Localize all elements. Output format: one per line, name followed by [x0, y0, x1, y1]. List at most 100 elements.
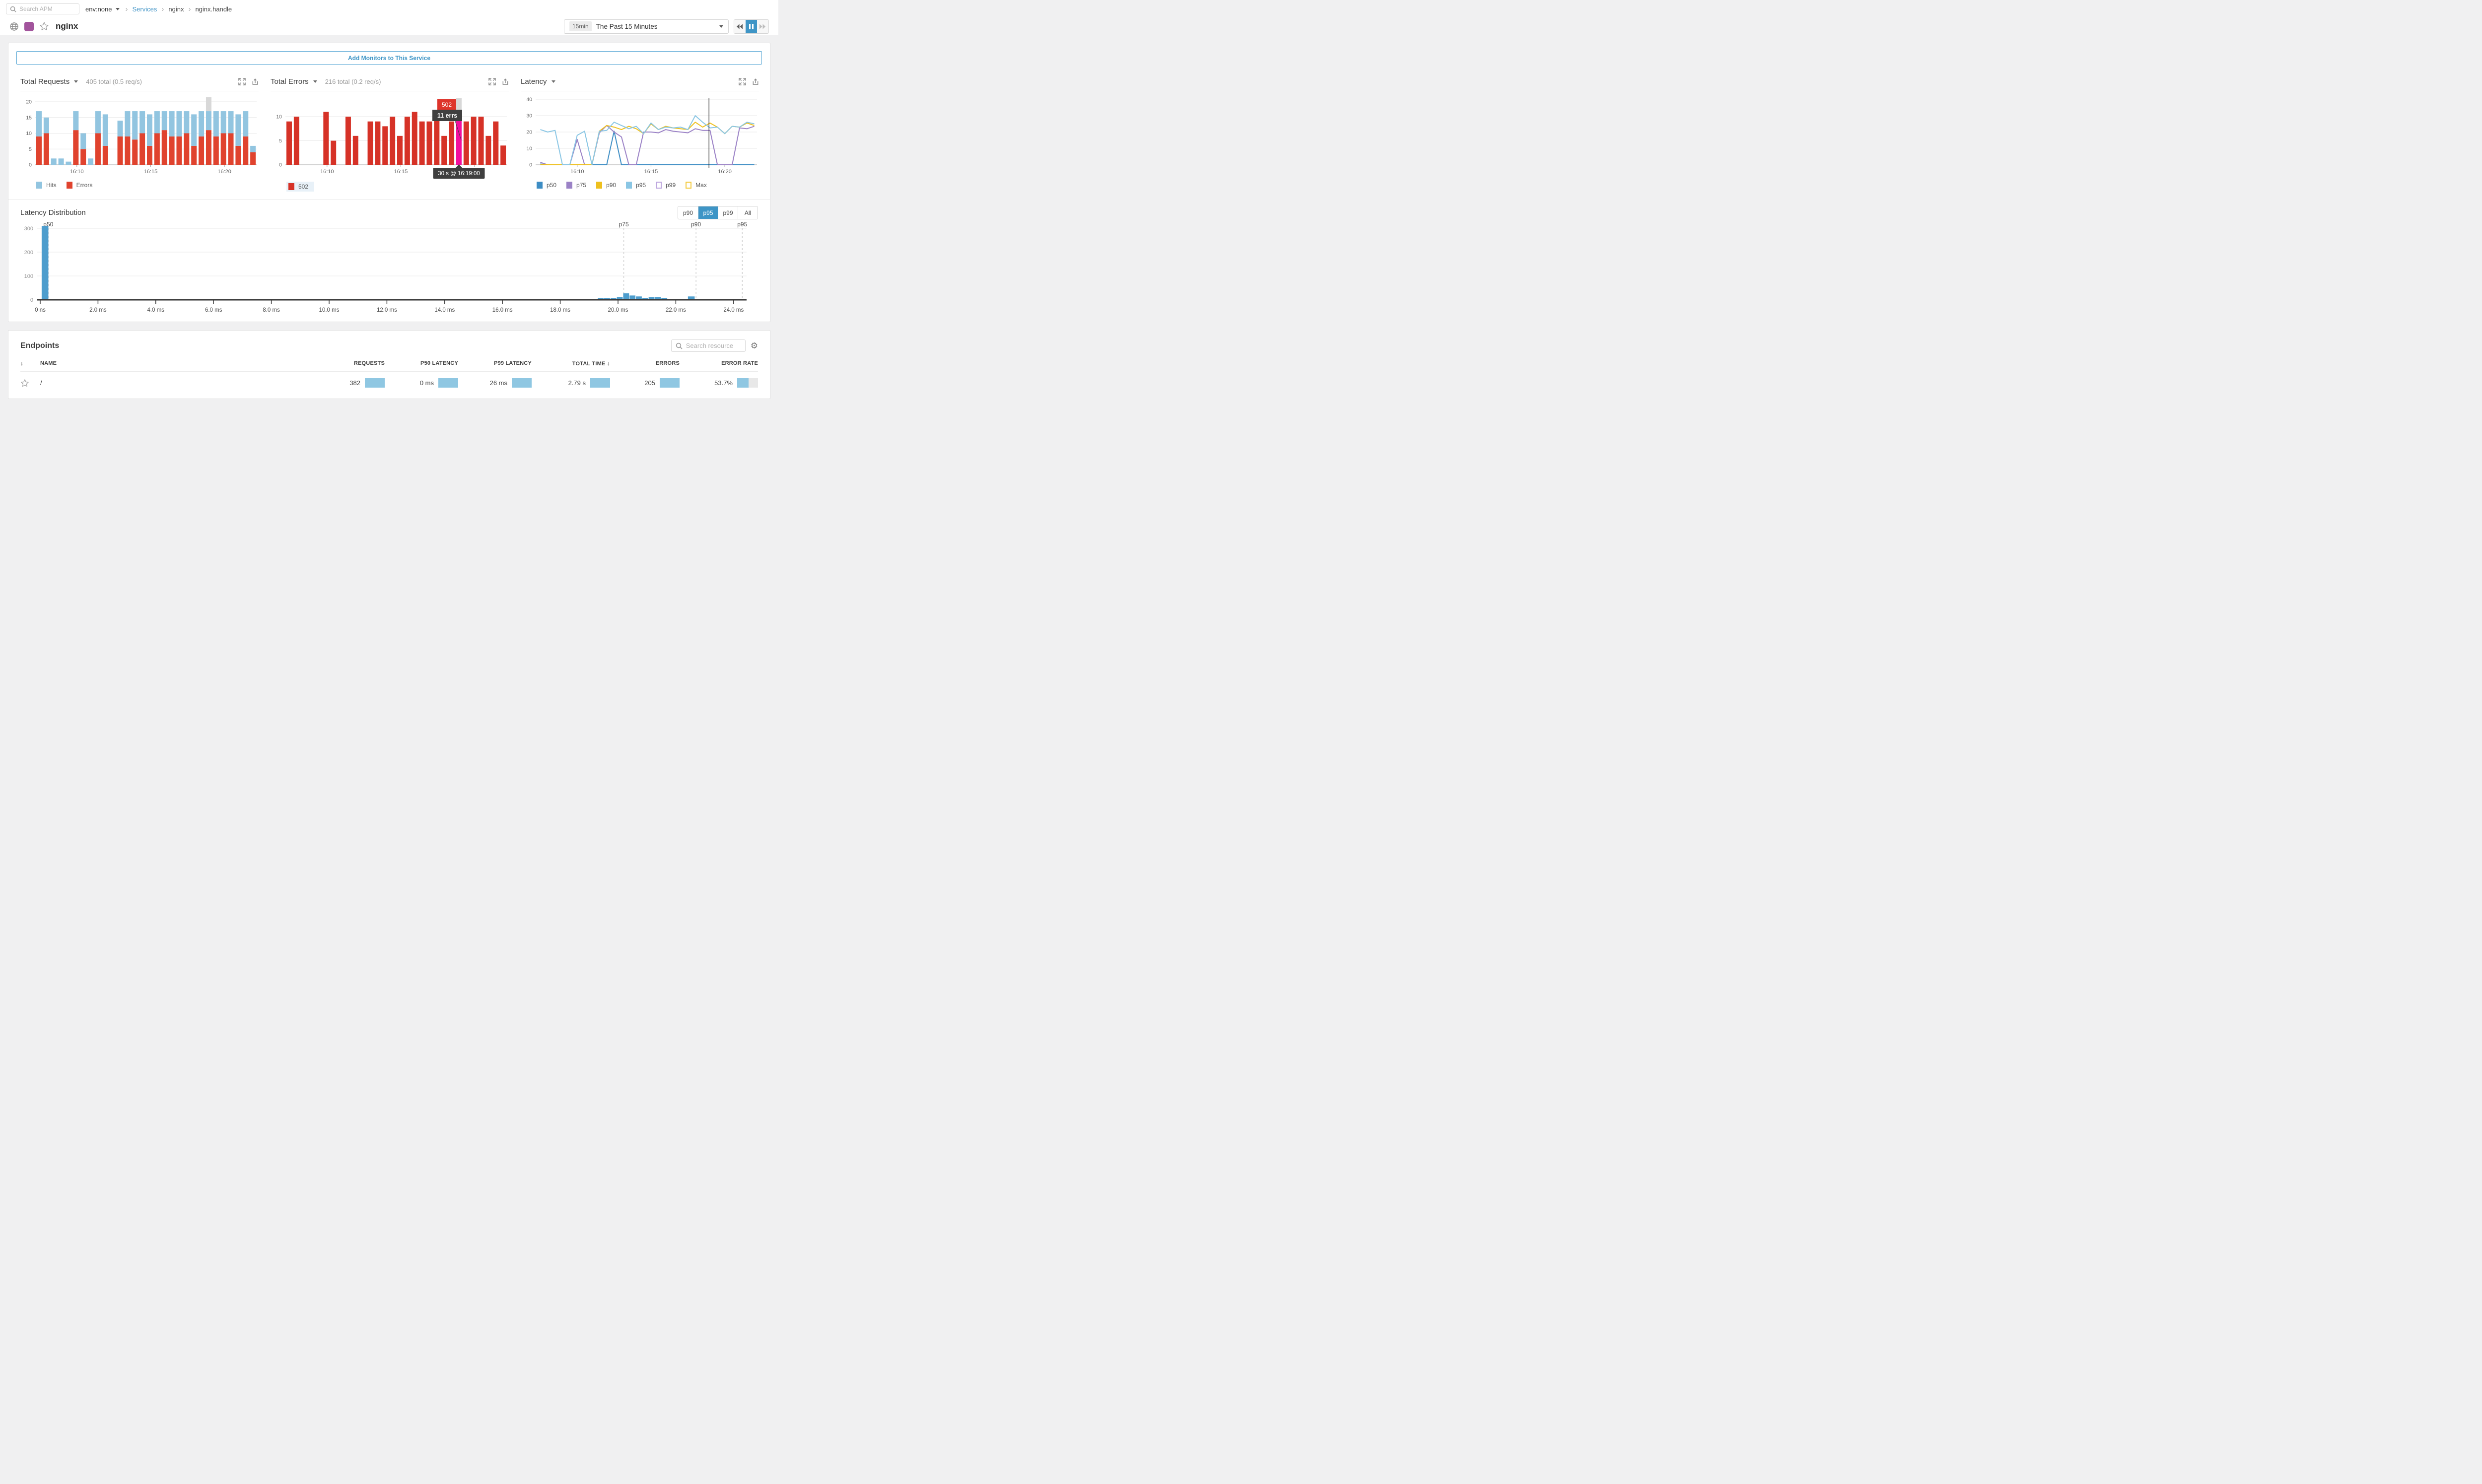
page-body: Add Monitors to This Service Total Reque… [0, 35, 778, 399]
legend-swatch [656, 182, 662, 189]
rewind-button[interactable] [734, 19, 746, 33]
total-errors-summary: 216 total (0.2 req/s) [325, 78, 381, 85]
resource-search-input[interactable] [686, 342, 741, 349]
requests-bar [365, 378, 385, 388]
fast-forward-button[interactable] [757, 19, 768, 33]
pause-button[interactable] [746, 19, 757, 33]
breadcrumb-services-link[interactable]: Services [132, 5, 157, 13]
percentile-button-all[interactable]: All [738, 206, 758, 219]
axis-label: 0 ns [35, 307, 46, 313]
chevron-down-icon[interactable] [551, 80, 555, 83]
axis-label: 0 [30, 297, 33, 303]
favorite-star-icon[interactable] [39, 21, 49, 31]
legend-item-p75[interactable]: p75 [566, 182, 586, 189]
axis-label: p90 [691, 221, 701, 228]
total-errors-legend: 502 [271, 181, 509, 197]
axis-label: 16:10 [570, 169, 584, 175]
axis-label: 16:15 [644, 169, 658, 175]
time-range-selector[interactable]: 15min The Past 15 Minutes [564, 19, 729, 34]
expand-icon[interactable] [739, 78, 746, 85]
total-requests-title[interactable]: Total Requests [20, 77, 70, 86]
axis-label: 10 [526, 146, 532, 152]
chevron-down-icon[interactable] [313, 80, 317, 83]
env-selector[interactable]: env:none [85, 5, 120, 13]
endpoints-title: Endpoints [20, 341, 60, 350]
legend-item-Max[interactable]: Max [686, 182, 707, 189]
favorite-star-icon[interactable] [20, 379, 29, 388]
resource-search-box[interactable] [671, 339, 746, 352]
column-requests[interactable]: REQUESTS [353, 360, 385, 366]
histogram-bar [648, 297, 655, 300]
legend-item-502[interactable]: 502 [286, 182, 315, 192]
expand-icon[interactable] [488, 78, 496, 85]
total-time-bar [590, 378, 610, 388]
apm-search-input[interactable] [19, 5, 69, 12]
histogram-bar [604, 298, 610, 300]
latency-title[interactable]: Latency [521, 77, 547, 86]
breadcrumb-service[interactable]: nginx [168, 5, 184, 13]
axis-label: 0 [529, 162, 532, 168]
axis-label: p95 [737, 221, 747, 228]
tooltip-time [433, 168, 485, 179]
histogram-bar [629, 295, 636, 300]
legend-item-p95[interactable]: p95 [626, 182, 646, 189]
chevron-down-icon[interactable] [74, 80, 78, 83]
axis-label: 20.0 ms [608, 307, 628, 313]
axis-label: 22.0 ms [666, 307, 686, 313]
column-p99-latency[interactable]: P99 LATENCY [494, 360, 532, 366]
legend-item-Errors[interactable]: Errors [66, 182, 92, 189]
endpoints-table-header: ↓ NAME REQUESTS P50 LATENCY P99 LATENCY … [20, 360, 758, 372]
percentile-button-p99[interactable]: p99 [718, 206, 738, 219]
expand-icon[interactable] [238, 78, 246, 85]
column-p50-latency[interactable]: P50 LATENCY [420, 360, 458, 366]
histogram-bar [636, 296, 642, 300]
axis-label: 5 [29, 146, 32, 152]
endpoint-name[interactable]: / [40, 379, 42, 387]
legend-item-Hits[interactable]: Hits [36, 182, 57, 189]
legend-label: p95 [636, 182, 646, 189]
percentile-button-group: p90 p95 p99 All [678, 206, 758, 219]
breadcrumb-sep-icon: › [161, 4, 164, 13]
latency-chart[interactable]: 0 10 20 30 40 16:10 16:15 16:20 [521, 95, 759, 181]
tooltip-value [432, 110, 462, 121]
axis-label: 16:10 [70, 169, 84, 175]
axis-label: 10 [26, 131, 32, 136]
legend-item-p90[interactable]: p90 [596, 182, 616, 189]
breadcrumb-resource: nginx.handle [195, 5, 232, 13]
histogram-bar [655, 297, 661, 300]
legend-item-p50[interactable]: p50 [537, 182, 556, 189]
add-monitors-button[interactable]: Add Monitors to This Service [16, 51, 762, 65]
table-row[interactable]: / 382 0 ms 26 ms 2.79 s 205 53.7% [20, 372, 758, 390]
legend-label: 502 [298, 183, 309, 190]
percentile-button-p90[interactable]: p90 [678, 206, 698, 219]
percentile-button-p95[interactable]: p95 [698, 206, 718, 219]
export-icon[interactable] [502, 78, 509, 85]
legend-item-p99[interactable]: p99 [656, 182, 676, 189]
axis-label: 200 [24, 250, 33, 256]
axis-label: 24.0 ms [723, 307, 744, 313]
legend-swatch [626, 182, 632, 189]
column-total-time[interactable]: TOTAL TIME ↓ [572, 360, 610, 367]
total-errors-title[interactable]: Total Errors [271, 77, 309, 86]
column-name[interactable]: NAME [40, 360, 57, 366]
axis-label: 11 errs [437, 112, 457, 119]
axis-label: 16:15 [144, 169, 158, 175]
export-icon[interactable] [252, 78, 259, 85]
latency-distribution-title: Latency Distribution [20, 208, 86, 217]
series-p95 [540, 115, 755, 165]
rewind-icon [737, 23, 743, 29]
apm-search-box[interactable] [6, 3, 79, 14]
gear-icon[interactable]: ⚙ [750, 341, 758, 350]
axis-label: 40 [526, 97, 532, 103]
column-errors[interactable]: ERRORS [655, 360, 680, 366]
histogram-bar [688, 296, 695, 300]
sort-descending-icon[interactable]: ↓ [20, 360, 24, 367]
export-icon[interactable] [752, 78, 759, 85]
column-error-rate[interactable]: ERROR RATE [721, 360, 758, 366]
total-requests-panel: Total Requests 405 total (0.5 req/s) 0 5 1… [20, 72, 259, 197]
total-requests-chart[interactable]: 0 5 10 15 20 16:10 16:15 16:20 [20, 95, 259, 181]
breadcrumb: › Services › nginx › nginx.handle [126, 5, 232, 13]
hover-highlight [206, 97, 211, 112]
